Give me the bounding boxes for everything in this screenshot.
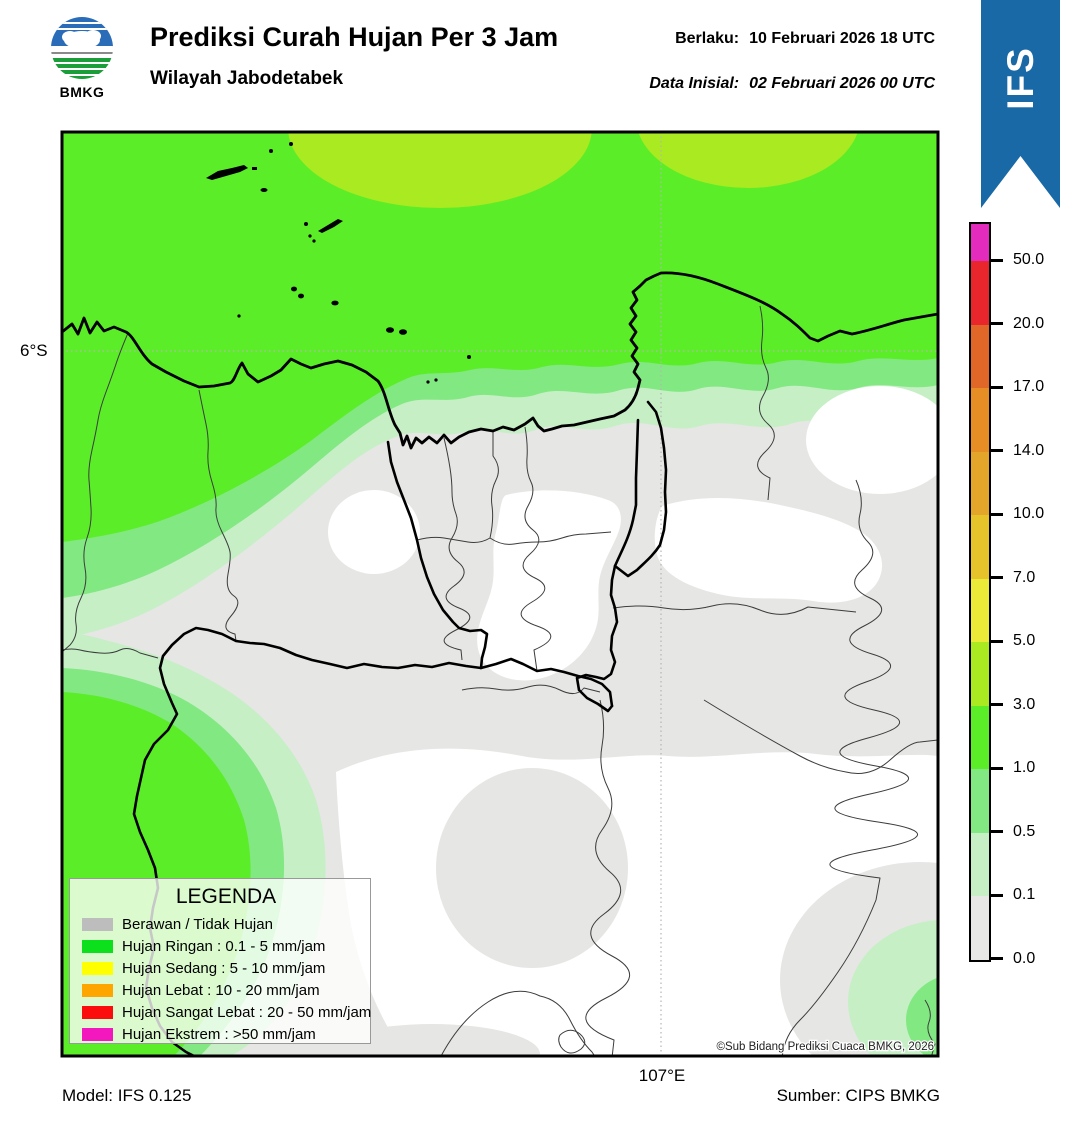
legend-item-label: Berawan / Tidak Hujan [122,915,273,933]
colorbar-segment [971,224,989,261]
page-subtitle: Wilayah Jabodetabek [150,68,344,89]
colorbar-segment [971,515,989,579]
legend-item-label: Hujan Sedang : 5 - 10 mm/jam [122,959,326,977]
legend-swatch [82,983,113,997]
legend-item: Hujan Sedang : 5 - 10 mm/jam [82,957,370,979]
colorbar-tick-label: 3.0 [1013,695,1036,713]
colorbar-tick [991,830,1003,833]
legend-item-label: Hujan Sangat Lebat : 20 - 50 mm/jam [122,1003,372,1021]
colorbar-tick-label: 1.0 [1013,759,1036,776]
colorbar-tick [991,449,1003,452]
copyright-text: ©Sub Bidang Prediksi Cuaca BMKG, 2026 [716,1041,934,1053]
legend-item: Hujan Sangat Lebat : 20 - 50 mm/jam [82,1001,372,1023]
page-title: Prediksi Curah Hujan Per 3 Jam [150,22,559,52]
bmkg-logo [48,14,116,100]
colorbar-segment [971,832,989,896]
model-label: Model: IFS 0.125 [62,1086,192,1105]
colorbar-scale [969,222,991,962]
fill-clear-region [328,490,420,574]
colorbar-tick [991,322,1003,325]
legend-item-label: Hujan Ringan : 0.1 - 5 mm/jam [122,937,326,955]
colorbar-tick [991,766,1003,770]
legend-box: LEGENDA Berawan / Tidak Hujan Hujan Ringa… [69,878,371,1044]
colorbar-tick-label: 7.0 [1013,568,1036,586]
legend-title: LEGENDA [175,885,277,908]
colorbar-tick [991,576,1003,579]
coastline [62,271,938,450]
bmkg-logo-label: BMKG [59,84,105,100]
colorbar-tick-label: 0.5 [1013,822,1036,840]
legend-item-label: Hujan Ekstrem : >50 mm/jam [122,1025,316,1043]
islands [206,142,471,384]
colorbar-tick-label: 0.0 [1013,949,1036,967]
colorbar-segment [971,769,989,833]
fill-rain-1-3 [62,132,938,542]
colorbar-segment [971,388,989,452]
legend-swatch [82,1027,113,1041]
colorbar-tick [991,639,1003,643]
map-frame [60,130,940,1058]
bmkg-logo-image [51,17,113,79]
colorbar-tick-label: 50.0 [1013,251,1045,268]
legend-swatch [82,1005,113,1019]
colorbar-tick-label: 0.1 [1013,886,1036,903]
colorbar-segment [971,578,989,642]
fill-rain-3-5 [288,132,592,208]
colorbar-segment [971,705,989,769]
colorbar-tick [991,957,1003,960]
colorbar-tick-label: 5.0 [1013,632,1036,649]
valid-time-label: Berlaku: [675,30,740,47]
legend-item: Hujan Ekstrem : >50 mm/jam [82,1023,370,1045]
colorbar-tick [991,512,1003,516]
colorbar-tick [991,893,1003,897]
colorbar-tick [991,258,1003,262]
colorbar: 50.0 20.0 17.0 14.0 10.0 7.0 5.0 3.0 1.0 0.5 0.1 0.… [969,222,1072,967]
colorbar-tick-label: 10.0 [1013,505,1045,522]
legend-item-label: Hujan Lebat : 10 - 20 mm/jam [122,981,320,999]
valid-time-value: 10 Februari 2026 18 UTC [749,30,935,47]
colorbar-tick [991,385,1003,389]
source-label: Sumber: CIPS BMKG [776,1086,940,1105]
legend-item: Hujan Ringan : 0.1 - 5 mm/jam [82,935,370,957]
colorbar-tick [991,703,1003,706]
legend-item: Berawan / Tidak Hujan [82,913,370,935]
longitude-tick-label: 107°E [638,1066,686,1085]
colorbar-segment [971,324,989,388]
district-boundaries [62,305,938,1056]
legend-swatch [82,961,113,975]
latitude-tick-label: 6°S [20,341,48,360]
legend-swatch [82,939,113,953]
colorbar-tick-label: 17.0 [1013,378,1045,395]
colorbar-tick-label: 14.0 [1013,441,1045,459]
initial-data-label: Data Inisial: [649,75,740,92]
initial-data-value: 02 Februari 2026 00 UTC [749,75,935,92]
colorbar-segment [971,261,989,325]
legend-swatch [82,917,113,931]
valid-time-line: Berlaku: 10 Februari 2026 18 UTC [675,30,935,48]
legend-rows: Berawan / Tidak Hujan Hujan Ringan : 0.1 … [82,913,372,1045]
colorbar-segment [971,896,989,960]
colorbar-segment [971,451,989,515]
initial-data-line: Data Inisial: 02 Februari 2026 00 UTC [649,75,935,93]
colorbar-segment [971,642,989,706]
colorbar-tick-label: 20.0 [1013,314,1045,332]
legend-item: Hujan Lebat : 10 - 20 mm/jam [82,979,370,1001]
